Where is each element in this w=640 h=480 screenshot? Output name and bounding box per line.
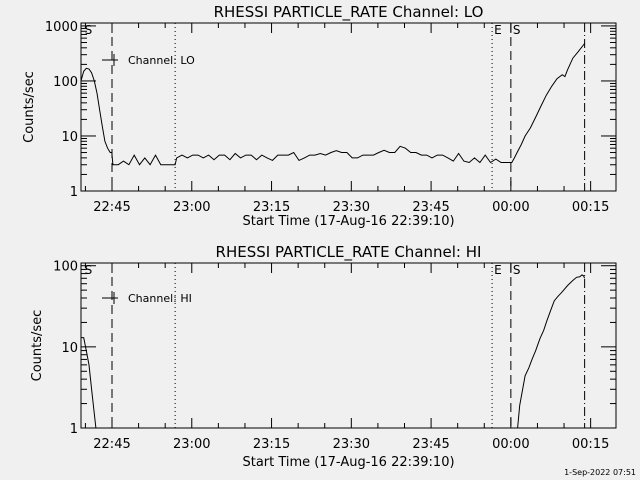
chart-title: RHESSI PARTICLE_RATE Channel: HI: [216, 243, 482, 262]
x-tick-label: 23:00: [173, 437, 210, 452]
x-tick-label: 23:45: [412, 200, 449, 215]
x-tick-label: 23:15: [253, 437, 290, 452]
x-tick-label: 22:45: [93, 200, 130, 215]
legend-label: Channel: LO: [128, 54, 195, 67]
time-marker-label: E: [494, 263, 502, 277]
x-tick-label: 00:00: [492, 200, 529, 215]
x-tick-label: 23:00: [173, 200, 210, 215]
y-tick-label: 1: [70, 185, 78, 200]
time-marker-label: E: [494, 23, 502, 37]
y-axis-label: Counts/sec: [30, 310, 45, 382]
hi-channel-panel: RHESSI PARTICLE_RATE Channel: HI Start Ti…: [30, 243, 617, 470]
x-tick-label: 00:15: [572, 200, 609, 215]
y-tick-label: 100: [53, 260, 78, 275]
y-tick-label: 1000: [45, 20, 78, 35]
time-marker-label: S: [85, 23, 93, 37]
y-tick-label: 10: [61, 130, 78, 145]
y-tick-label: 1: [70, 422, 78, 437]
x-axis-label: Start Time (17-Aug-16 22:39:10): [242, 214, 454, 229]
x-tick-label: 23:30: [333, 200, 370, 215]
y-axis-label: Counts/sec: [22, 71, 37, 143]
y-tick-label: 100: [53, 75, 78, 90]
lo-channel-panel: RHESSI PARTICLE_RATE Channel: LO Start Ti…: [22, 3, 617, 229]
series-line-channelhi: [81, 337, 97, 429]
time-marker-label: S: [513, 23, 521, 37]
x-tick-label: 00:15: [572, 437, 609, 452]
series-line-channelhi: [517, 274, 586, 429]
x-tick-label: 00:00: [492, 437, 529, 452]
plot-frame: [80, 22, 617, 192]
time-marker-label: S: [85, 263, 93, 277]
footer-timestamp: 1-Sep-2022 07:51: [564, 468, 636, 477]
series-line-channello: [80, 43, 585, 166]
x-tick-label: 23:15: [253, 200, 290, 215]
plot-frame: [80, 262, 617, 429]
x-tick-label: 22:45: [93, 437, 130, 452]
chart-title: RHESSI PARTICLE_RATE Channel: LO: [214, 3, 484, 22]
x-axis-label: Start Time (17-Aug-16 22:39:10): [242, 455, 454, 470]
y-tick-label: 10: [61, 341, 78, 356]
legend-label: Channel: HI: [128, 292, 192, 305]
time-marker-label: S: [513, 263, 521, 277]
x-tick-label: 23:30: [333, 437, 370, 452]
x-tick-label: 23:45: [412, 437, 449, 452]
